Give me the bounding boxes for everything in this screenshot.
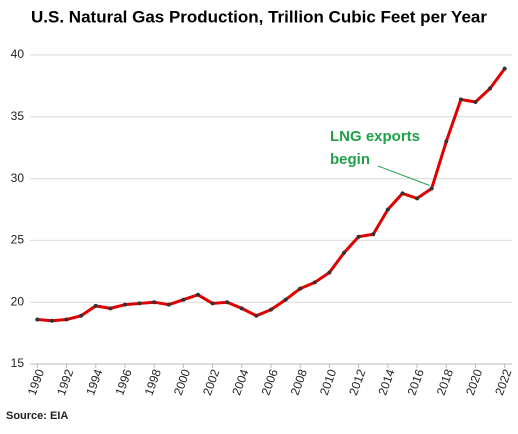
x-tick-label: 1990 [25,367,47,397]
point [327,270,332,275]
point [108,306,113,311]
point [210,301,215,306]
point [385,207,390,212]
annotation: LNG exports [330,128,420,145]
point [166,302,171,307]
x-tick-label: 1994 [83,367,105,397]
annotation: begin [330,151,370,168]
point [122,302,127,307]
x-tick-label: 2006 [259,367,281,397]
point [269,307,273,312]
x-tick-label: 1992 [54,367,76,397]
x-tick-label: 2018 [434,367,456,397]
point [79,313,84,318]
point [429,186,434,191]
x-tick-label: 1996 [112,367,134,397]
x-tick-label: 2010 [317,367,339,397]
point [371,232,376,237]
x-tick-label: 2016 [405,367,427,397]
point [225,300,230,305]
point [152,300,157,305]
y-tick-label: 25 [11,233,25,247]
y-tick-label: 20 [11,294,25,308]
chart-title: U.S. Natural Gas Production, Trillion Cu… [31,7,487,26]
x-tick-label: 2004 [229,367,251,397]
point [400,191,405,196]
point [312,280,317,285]
x-tick-label: 2008 [288,367,310,397]
line [37,67,506,323]
point [181,297,186,302]
point [93,303,98,308]
y-tick-label: 40 [11,47,25,61]
point [356,234,361,239]
y-tick-label: 15 [11,356,25,370]
source: Source: EIA [6,410,68,422]
x-tick-label: 2014 [375,367,397,397]
point [342,250,347,255]
point [415,196,420,201]
point [49,318,54,323]
point [488,86,493,91]
x-tick-label: 2020 [463,367,485,397]
point [195,292,200,297]
point [458,97,463,102]
y-tick-label: 35 [11,109,25,123]
x-tick-label: 2012 [346,367,368,397]
x-tick-label: 2002 [200,367,222,397]
point [473,99,478,104]
x-tick-label: 2000 [171,367,193,397]
point [137,301,142,306]
point [239,306,244,311]
y-tick-label: 30 [11,171,25,185]
x-tick-label: 1998 [142,367,164,397]
annotation-arrow [377,165,430,186]
point [254,313,259,318]
point [64,317,69,322]
point [283,297,288,302]
x-tick-label: 2022 [492,367,514,397]
point [35,317,40,322]
point [444,139,449,144]
point [298,286,303,291]
point [502,66,507,71]
